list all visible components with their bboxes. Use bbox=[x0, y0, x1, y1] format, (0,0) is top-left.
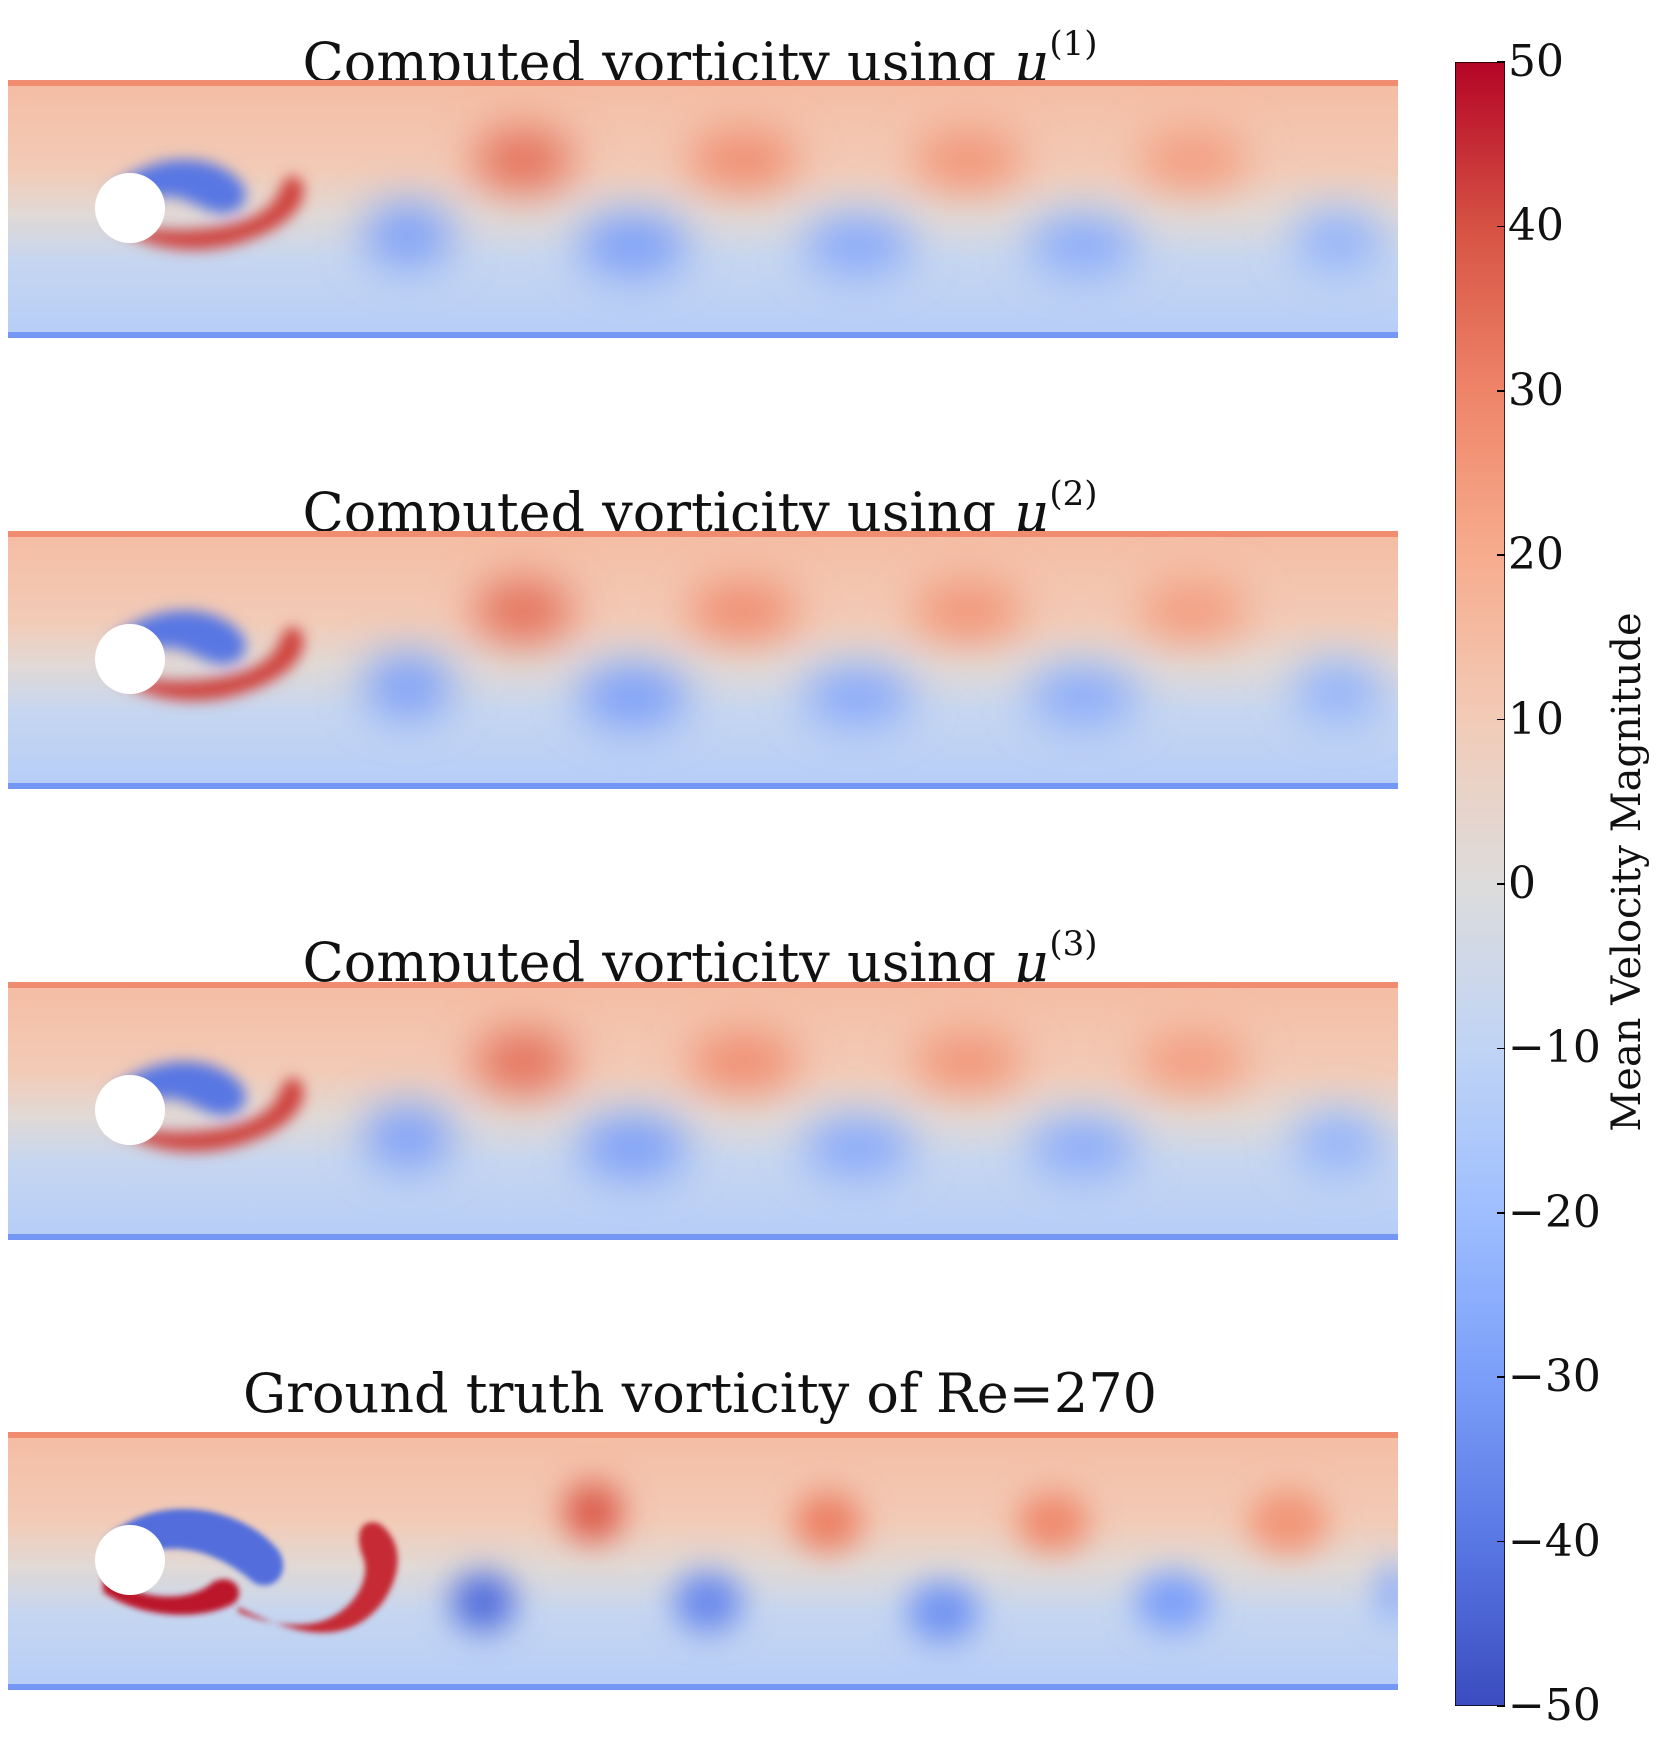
shear-layers bbox=[108, 159, 304, 250]
lower-shear-layer bbox=[103, 1572, 240, 1615]
cylinder-obstacle bbox=[95, 173, 165, 243]
wake-vortices bbox=[363, 128, 1383, 277]
negative-vortex bbox=[363, 203, 453, 267]
colorbar-tick-mark bbox=[1497, 225, 1505, 228]
upper-shear-layer bbox=[108, 610, 246, 665]
positive-vortex bbox=[794, 1492, 862, 1552]
negative-vortex bbox=[363, 1105, 453, 1169]
shed-vortex-sheet bbox=[238, 1522, 398, 1633]
colorbar-tick-mark bbox=[1497, 554, 1505, 556]
upper-shear-layer bbox=[108, 1061, 246, 1116]
colorbar-tick-mark bbox=[1497, 1540, 1505, 1543]
positive-vortex bbox=[1138, 581, 1248, 641]
negative-vortex bbox=[1028, 1117, 1138, 1177]
positive-vortex bbox=[688, 581, 798, 641]
colorbar-tick-label: −10 bbox=[1508, 1022, 1601, 1074]
panel-3-vorticity-field bbox=[8, 982, 1398, 1240]
lower-shear-layer bbox=[108, 626, 304, 701]
colorbar-tick-mark bbox=[1497, 1047, 1505, 1050]
colorbar-tick-mark bbox=[1497, 718, 1505, 721]
wake-vortices bbox=[363, 579, 1383, 728]
panel-1-vorticity-field bbox=[8, 80, 1398, 338]
negative-vortex bbox=[1028, 215, 1138, 275]
shear-layers bbox=[108, 610, 304, 701]
positive-vortex bbox=[688, 1032, 798, 1092]
negative-vortex bbox=[1293, 210, 1383, 270]
colorbar-tick-mark bbox=[1497, 61, 1505, 63]
negative-vortex bbox=[363, 654, 453, 718]
colorbar-tick-label: 20 bbox=[1508, 529, 1564, 581]
colorbar-title: Mean Velocity Magnitude bbox=[1604, 612, 1650, 1132]
cylinder-obstacle bbox=[95, 1075, 165, 1145]
positive-vortex bbox=[473, 1030, 573, 1094]
colorbar-tick-mark bbox=[1497, 1212, 1505, 1214]
lower-shear-layer bbox=[108, 175, 304, 250]
cylinder-obstacle bbox=[95, 624, 165, 694]
bottom-wall-layer bbox=[8, 783, 1398, 789]
field-background bbox=[8, 1432, 1398, 1690]
positive-vortex bbox=[473, 128, 573, 192]
negative-vortex bbox=[1293, 1112, 1383, 1172]
field-background bbox=[8, 80, 1398, 338]
negative-vortex bbox=[1135, 1572, 1211, 1632]
negative-vortex bbox=[803, 1117, 913, 1177]
negative-vortex bbox=[674, 1572, 742, 1632]
colorbar-tick-label: 30 bbox=[1508, 364, 1564, 416]
wake-vortices bbox=[363, 1030, 1383, 1179]
negative-vortex bbox=[578, 1115, 688, 1179]
negative-vortex bbox=[803, 666, 913, 726]
bottom-wall-layer bbox=[8, 332, 1398, 338]
colorbar-tick-label: 40 bbox=[1508, 200, 1564, 252]
panel-4-vorticity-field bbox=[8, 1432, 1398, 1690]
panel-2-vorticity-field bbox=[8, 531, 1398, 789]
colorbar-tick-label: −40 bbox=[1508, 1515, 1601, 1567]
negative-vortex bbox=[907, 1582, 979, 1642]
colorbar-tick-label: 10 bbox=[1508, 693, 1564, 745]
colorbar-tick-label: 0 bbox=[1508, 858, 1536, 909]
negative-vortex bbox=[451, 1572, 515, 1632]
bottom-wall-layer bbox=[8, 1234, 1398, 1240]
positive-vortex bbox=[688, 130, 798, 190]
shear-layers bbox=[103, 1508, 398, 1633]
top-wall-layer bbox=[8, 1432, 1398, 1438]
colorbar-gradient bbox=[1455, 62, 1505, 1706]
colorbar-tick-label: −30 bbox=[1508, 1351, 1601, 1403]
negative-vortex bbox=[803, 215, 913, 275]
positive-vortex bbox=[1138, 1032, 1248, 1092]
shear-layers bbox=[108, 1061, 304, 1152]
positive-vortex bbox=[913, 581, 1023, 641]
positive-vortex bbox=[913, 1032, 1023, 1092]
positive-vortex bbox=[1138, 130, 1248, 190]
top-wall-layer bbox=[8, 982, 1398, 988]
lower-shear-layer bbox=[108, 1077, 304, 1152]
positive-vortex bbox=[473, 579, 573, 643]
positive-vortex bbox=[563, 1482, 623, 1542]
colorbar-tick-mark bbox=[1497, 1376, 1505, 1378]
upper-shear-layer bbox=[103, 1508, 284, 1586]
cylinder-obstacle bbox=[95, 1525, 165, 1595]
negative-vortex bbox=[1028, 666, 1138, 726]
colorbar-tick-mark bbox=[1497, 883, 1505, 885]
colorbar-tick-label: 50 bbox=[1508, 36, 1564, 87]
positive-vortex bbox=[1248, 1490, 1328, 1554]
field-background bbox=[8, 531, 1398, 789]
upper-shear-layer bbox=[108, 159, 246, 214]
top-wall-layer bbox=[8, 531, 1398, 537]
colorbar-tick-mark bbox=[1497, 1705, 1505, 1707]
panel-4-title: Ground truth vorticity of Re=270 bbox=[243, 1362, 1157, 1425]
top-wall-layer bbox=[8, 80, 1398, 86]
wake-vortices bbox=[451, 1482, 1398, 1642]
negative-vortex bbox=[1293, 661, 1383, 721]
colorbar-tick-mark bbox=[1497, 390, 1505, 392]
colorbar-tick-label: −50 bbox=[1508, 1680, 1601, 1731]
field-background bbox=[8, 982, 1398, 1240]
negative-vortex bbox=[578, 664, 688, 728]
negative-vortex bbox=[1379, 1562, 1398, 1622]
positive-vortex bbox=[913, 130, 1023, 190]
positive-vortex bbox=[1017, 1492, 1089, 1552]
negative-vortex bbox=[578, 213, 688, 277]
bottom-wall-layer bbox=[8, 1684, 1398, 1690]
colorbar-tick-label: −20 bbox=[1508, 1186, 1601, 1238]
